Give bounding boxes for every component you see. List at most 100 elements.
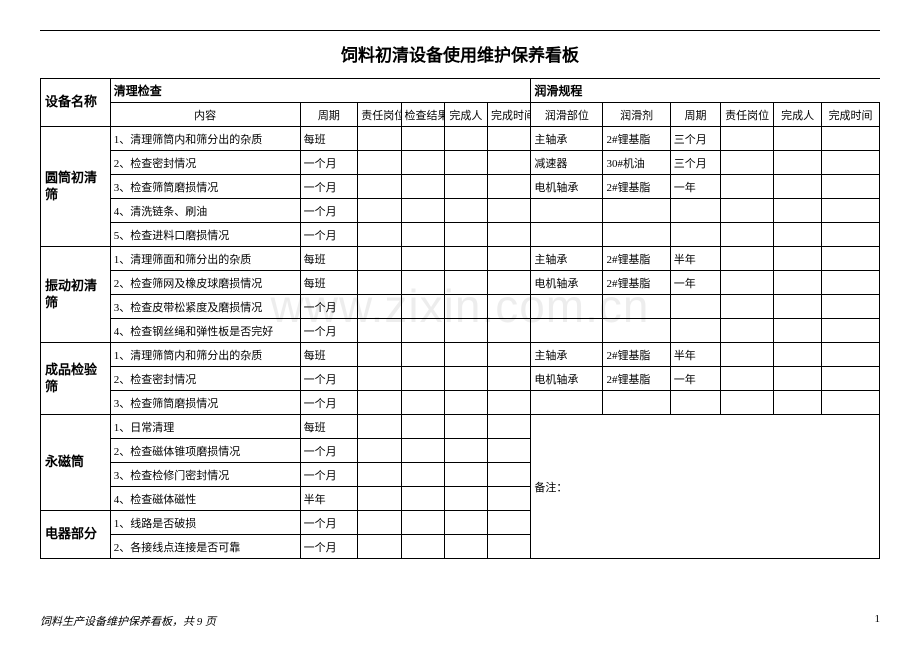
clean-blank — [401, 391, 444, 415]
clean-period: 一个月 — [300, 223, 358, 247]
lube-blank — [721, 151, 774, 175]
lube-period: 半年 — [670, 247, 720, 271]
hdr-clean: 清理检查 — [110, 79, 531, 103]
page-number: 1 — [875, 613, 881, 625]
lube-agent: 2#锂基脂 — [603, 367, 670, 391]
clean-blank — [488, 223, 531, 247]
lube-part: 电机轴承 — [531, 271, 603, 295]
lube-part — [531, 199, 603, 223]
clean-blank — [444, 319, 487, 343]
clean-content: 2、检查磁体锥项磨损情况 — [110, 439, 300, 463]
lube-blank — [721, 247, 774, 271]
clean-blank — [488, 319, 531, 343]
device-name: 成品检验筛 — [41, 343, 111, 415]
clean-period: 一个月 — [300, 463, 358, 487]
lube-part: 主轴承 — [531, 343, 603, 367]
clean-blank — [358, 271, 401, 295]
page-title: 饲料初清设备使用维护保养看板 — [40, 41, 880, 66]
clean-blank — [401, 223, 444, 247]
lube-blank — [774, 199, 822, 223]
clean-blank — [401, 175, 444, 199]
lube-agent — [603, 199, 670, 223]
lube-part: 电机轴承 — [531, 367, 603, 391]
clean-blank — [401, 319, 444, 343]
clean-blank — [401, 439, 444, 463]
clean-blank — [401, 271, 444, 295]
lube-blank — [721, 223, 774, 247]
clean-blank — [358, 151, 401, 175]
clean-content: 1、清理筛筒内和筛分出的杂质 — [110, 343, 300, 367]
clean-content: 2、各接线点连接是否可靠 — [110, 535, 300, 559]
clean-blank — [358, 415, 401, 439]
clean-content: 2、检查筛网及橡皮球磨损情况 — [110, 271, 300, 295]
clean-period: 一个月 — [300, 535, 358, 559]
clean-content: 1、清理筛面和筛分出的杂质 — [110, 247, 300, 271]
clean-blank — [488, 439, 531, 463]
clean-blank — [488, 391, 531, 415]
hdr-lube-col-0: 润滑部位 — [531, 103, 603, 127]
lube-agent: 2#锂基脂 — [603, 175, 670, 199]
lube-blank — [774, 127, 822, 151]
clean-content: 3、检查检修门密封情况 — [110, 463, 300, 487]
clean-content: 3、检查筛筒磨损情况 — [110, 175, 300, 199]
footer: 饲料生产设备维护保养看板，共 9 页 1 — [40, 613, 880, 629]
clean-blank — [358, 463, 401, 487]
lube-blank — [774, 247, 822, 271]
maintenance-table: 设备名称清理检查润滑规程内容周期责任岗位检查结果完成人完成时间润滑部位润滑剂周期… — [40, 78, 880, 559]
clean-blank — [444, 439, 487, 463]
clean-blank — [358, 439, 401, 463]
clean-blank — [444, 535, 487, 559]
clean-blank — [444, 271, 487, 295]
device-name: 永磁筒 — [41, 415, 111, 511]
lube-blank — [721, 199, 774, 223]
device-name: 电器部分 — [41, 511, 111, 559]
clean-period: 半年 — [300, 487, 358, 511]
clean-blank — [444, 247, 487, 271]
lube-agent — [603, 223, 670, 247]
lube-part — [531, 223, 603, 247]
clean-content: 1、清理筛筒内和筛分出的杂质 — [110, 127, 300, 151]
clean-content: 2、检查密封情况 — [110, 367, 300, 391]
clean-blank — [401, 295, 444, 319]
clean-period: 一个月 — [300, 199, 358, 223]
lube-blank — [774, 367, 822, 391]
lube-blank — [774, 319, 822, 343]
clean-blank — [444, 487, 487, 511]
lube-blank — [822, 343, 880, 367]
clean-blank — [358, 175, 401, 199]
clean-blank — [358, 367, 401, 391]
device-name: 圆筒初清筛 — [41, 127, 111, 247]
clean-period: 每班 — [300, 127, 358, 151]
clean-content: 2、检查密封情况 — [110, 151, 300, 175]
clean-blank — [444, 367, 487, 391]
lube-period: 半年 — [670, 343, 720, 367]
lube-blank — [721, 367, 774, 391]
clean-blank — [488, 127, 531, 151]
clean-blank — [401, 415, 444, 439]
hdr-lube-col-5: 完成时间 — [822, 103, 880, 127]
clean-blank — [401, 463, 444, 487]
lube-period: 一年 — [670, 175, 720, 199]
clean-blank — [358, 391, 401, 415]
clean-period: 一个月 — [300, 511, 358, 535]
clean-period: 一个月 — [300, 295, 358, 319]
lube-blank — [774, 271, 822, 295]
lube-period — [670, 199, 720, 223]
clean-period: 一个月 — [300, 319, 358, 343]
clean-blank — [358, 343, 401, 367]
lube-agent: 30#机油 — [603, 151, 670, 175]
hdr-lube: 润滑规程 — [531, 79, 880, 103]
clean-period: 一个月 — [300, 175, 358, 199]
clean-blank — [488, 247, 531, 271]
clean-period: 每班 — [300, 415, 358, 439]
clean-content: 4、检查钢丝绳和弹性板是否完好 — [110, 319, 300, 343]
clean-blank — [488, 295, 531, 319]
lube-period — [670, 391, 720, 415]
footer-text: 饲料生产设备维护保养看板，共 9 页 — [40, 616, 216, 628]
hdr-clean-col-2: 责任岗位 — [358, 103, 401, 127]
clean-blank — [401, 487, 444, 511]
hdr-device: 设备名称 — [41, 79, 111, 127]
clean-blank — [401, 247, 444, 271]
lube-period: 三个月 — [670, 127, 720, 151]
lube-part — [531, 319, 603, 343]
